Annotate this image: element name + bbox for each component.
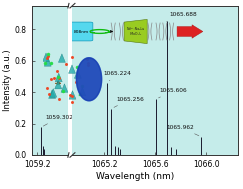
- Text: 1065.962: 1065.962: [167, 125, 199, 136]
- Y-axis label: Intensity (a.u.): Intensity (a.u.): [3, 50, 12, 111]
- Text: Wavelength (nm): Wavelength (nm): [96, 172, 174, 181]
- Text: 1065.256: 1065.256: [114, 97, 144, 107]
- Text: 1065.606: 1065.606: [158, 88, 187, 98]
- Text: 1065.224: 1065.224: [104, 71, 131, 81]
- Text: 1059.302: 1059.302: [43, 115, 73, 126]
- Text: 1065.688: 1065.688: [166, 12, 198, 21]
